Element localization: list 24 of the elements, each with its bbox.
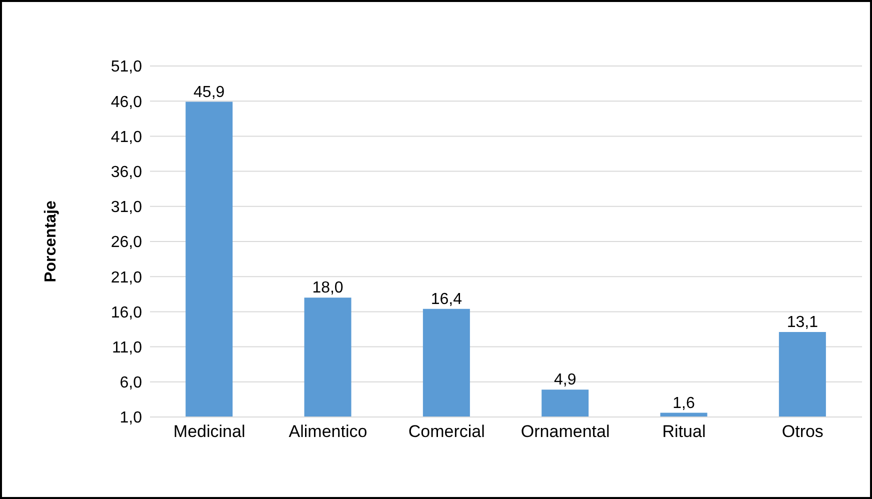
y-tick-label: 26,0 — [110, 234, 142, 252]
y-axis-title: Porcentaje — [42, 200, 60, 282]
y-tick-label: 21,0 — [110, 269, 142, 286]
data-label: 45,9 — [194, 84, 225, 101]
x-tick-label: Ornamental — [520, 422, 610, 442]
x-tick-label: Ritual — [662, 422, 706, 442]
y-tick-label: 16,0 — [110, 304, 142, 322]
data-label: 13,1 — [786, 314, 818, 332]
x-tick-label: Otros — [782, 422, 824, 442]
y-tick-label: 46,0 — [110, 94, 142, 111]
data-label: 4,9 — [554, 372, 576, 389]
x-tick-label: Medicinal — [173, 422, 246, 442]
data-label: 1,6 — [672, 394, 695, 412]
y-tick-label: 41,0 — [110, 128, 142, 146]
x-tick-label: Alimentico — [288, 422, 368, 442]
y-tick-label: 6,0 — [120, 374, 142, 392]
x-tick-label: Comercial — [408, 422, 485, 442]
y-tick-label: 31,0 — [110, 199, 142, 216]
data-label: 18,0 — [312, 280, 344, 297]
y-tick-label: 51,0 — [110, 58, 142, 76]
y-tick-label: 36,0 — [110, 164, 142, 181]
y-tick-label: 1,0 — [120, 410, 142, 427]
data-label: 16,4 — [430, 290, 462, 308]
y-tick-label: 11,0 — [112, 339, 142, 356]
